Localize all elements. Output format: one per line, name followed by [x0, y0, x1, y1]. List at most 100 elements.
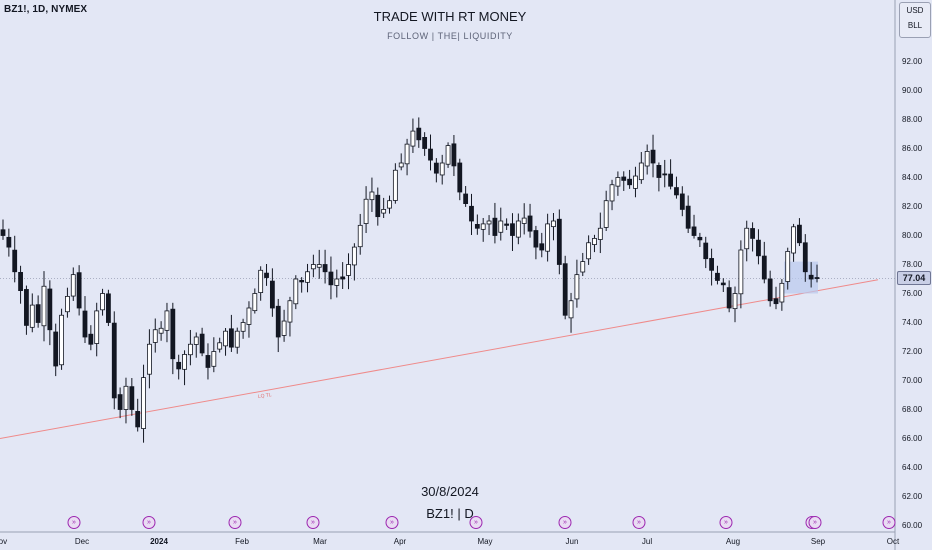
candle	[521, 203, 527, 235]
price-tick-label: 80.00	[902, 230, 923, 240]
candle	[287, 296, 293, 337]
candle-body	[363, 198, 369, 224]
double-chevron-icon[interactable]: »	[558, 516, 572, 529]
candle-body	[791, 226, 796, 254]
candle	[357, 213, 363, 255]
double-chevron-icon[interactable]: »	[385, 516, 399, 529]
candle-body	[533, 230, 539, 248]
candle-body	[691, 226, 697, 236]
double-chevron-icon[interactable]: »	[306, 516, 320, 529]
time-tick-label: May	[477, 537, 493, 546]
candle	[310, 254, 316, 278]
candle-body	[41, 285, 47, 327]
date-watermark: 30/8/2024	[421, 484, 479, 499]
candle	[469, 193, 474, 236]
candle-body	[305, 271, 310, 283]
candle-body	[428, 148, 433, 161]
candle	[193, 332, 199, 358]
candle	[164, 302, 170, 343]
candle	[685, 195, 691, 234]
candle-body	[24, 289, 29, 326]
candle	[240, 318, 246, 339]
double-chevron-icon[interactable]: »	[469, 516, 483, 529]
candle-body	[416, 127, 422, 141]
candle-body	[381, 208, 387, 214]
price-tick-label: 86.00	[902, 143, 923, 153]
candle	[234, 327, 240, 354]
candle	[129, 378, 135, 416]
candle	[814, 264, 820, 283]
candle-body	[182, 353, 187, 370]
candle	[785, 247, 791, 290]
candle	[199, 327, 205, 357]
candle-body	[275, 305, 281, 338]
candle-body	[12, 249, 18, 273]
candle-body	[668, 173, 673, 187]
candle-body	[633, 175, 638, 189]
candle-body	[510, 223, 515, 236]
time-tick-label: Feb	[235, 537, 249, 546]
candle-body	[199, 333, 205, 354]
candle-body	[141, 377, 146, 429]
candle	[638, 152, 644, 184]
candle	[802, 234, 808, 282]
candle-body	[486, 220, 492, 225]
double-chevron-icon[interactable]: »	[882, 516, 896, 529]
double-chevron-icon[interactable]: »	[719, 516, 733, 529]
candle-body	[597, 227, 603, 240]
candle	[106, 289, 111, 327]
candle-body	[123, 385, 129, 410]
candle-body	[158, 327, 164, 334]
candle-body	[111, 322, 117, 399]
candle-body	[59, 314, 64, 366]
candle	[223, 328, 228, 356]
candle-body	[638, 162, 644, 181]
candle	[592, 234, 597, 253]
double-chevron-icon[interactable]: »	[142, 516, 156, 529]
candle	[445, 142, 451, 168]
candle-body	[375, 194, 381, 218]
currency-unit-button[interactable]: USD BLL	[899, 2, 931, 38]
candle	[474, 214, 480, 235]
candle	[504, 218, 510, 230]
double-chevron-icon[interactable]: »	[228, 516, 242, 529]
candle	[100, 288, 105, 316]
candle-body	[82, 310, 88, 338]
candle-body	[527, 215, 533, 232]
time-tick-label: Mar	[313, 537, 327, 546]
candle-body	[29, 304, 35, 328]
candle	[258, 266, 264, 301]
candle-body	[802, 242, 808, 273]
time-tick-label: Jun	[565, 537, 579, 546]
time-tick-label: Sep	[810, 537, 826, 546]
candle	[597, 212, 603, 254]
symbol-label[interactable]: BZ1!, 1D, NYMEX	[4, 4, 88, 15]
candle	[439, 154, 445, 185]
candle	[117, 387, 123, 419]
price-tick-label: 68.00	[902, 404, 923, 414]
candle	[586, 235, 592, 265]
candle-body	[521, 217, 527, 224]
candle	[492, 202, 498, 244]
candle	[691, 214, 697, 239]
candle	[246, 301, 252, 338]
candle	[340, 262, 346, 290]
candle-body	[258, 269, 264, 294]
double-chevron-icon[interactable]: »	[808, 516, 822, 529]
candle-body	[106, 293, 111, 323]
candle	[305, 263, 310, 293]
candle	[609, 179, 615, 211]
liquidity-trendline[interactable]	[0, 279, 879, 439]
double-chevron-icon[interactable]: »	[632, 516, 646, 529]
candle	[147, 329, 152, 389]
candle-body	[785, 251, 791, 282]
candle	[674, 176, 679, 199]
candle	[24, 285, 29, 335]
time-tick-label: Aug	[725, 537, 741, 546]
candle	[65, 287, 70, 318]
candle-body	[322, 264, 328, 273]
double-chevron-icon[interactable]: »	[67, 516, 81, 529]
candle-body	[334, 278, 340, 286]
